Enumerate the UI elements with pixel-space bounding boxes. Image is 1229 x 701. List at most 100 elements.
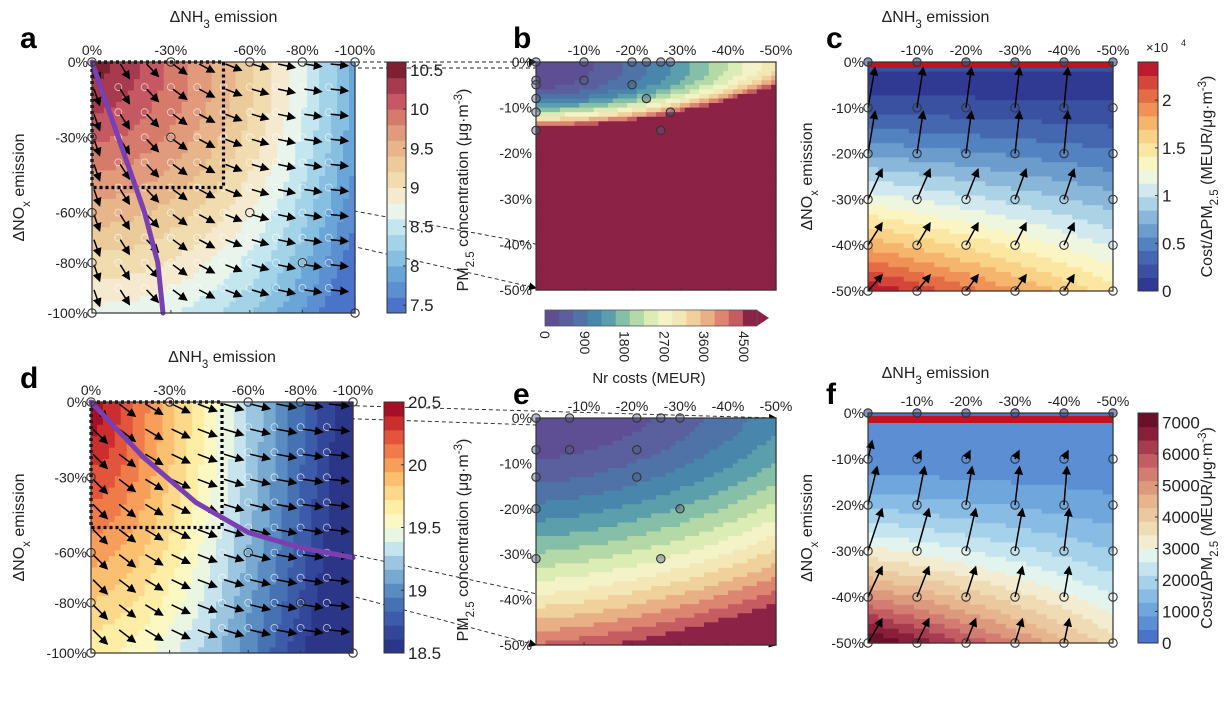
contour-cell (217, 295, 225, 303)
contour-cell (756, 285, 763, 291)
contour-cell (584, 226, 590, 232)
contour-cell (536, 180, 542, 186)
contour-cell (684, 80, 691, 86)
contour-cell (636, 271, 643, 277)
contour-cell (608, 203, 614, 209)
contour-cell (684, 144, 691, 150)
contour-cell (550, 258, 556, 264)
contour-cell (540, 80, 547, 86)
contour-cell (660, 212, 667, 218)
contour-cell (883, 252, 890, 259)
contour-cell (888, 205, 895, 211)
contour-cell (651, 171, 657, 177)
contour-cell (283, 101, 290, 109)
contour-cell (247, 176, 254, 183)
contour-cell (593, 176, 599, 182)
contour-cell (593, 66, 599, 72)
quiver-arrow (330, 236, 350, 246)
marked-point (579, 57, 589, 67)
contour-cell (349, 221, 356, 229)
contour-cell (878, 233, 884, 240)
contour-cell (564, 253, 571, 259)
contour-cell (295, 101, 302, 109)
contour-cell (569, 258, 575, 264)
contour-cell (761, 253, 767, 259)
contour-cell (718, 162, 724, 168)
contour-cell (325, 107, 332, 114)
contour-cell (651, 66, 657, 72)
contour-cell (742, 80, 748, 86)
contour-cell (109, 90, 117, 97)
contour-cell (704, 98, 710, 104)
contour-cell (598, 144, 604, 150)
quiver-arrow (92, 289, 102, 308)
contour-cell (632, 162, 638, 168)
contour-cell (742, 267, 748, 273)
contour-cell (564, 189, 571, 195)
contour-cell (675, 226, 681, 232)
contour-cell (217, 278, 225, 286)
contour-cell (878, 200, 884, 206)
contour-cell (689, 148, 695, 154)
contour-cell (325, 136, 332, 143)
contour-cell (241, 261, 249, 268)
contour-cell (680, 84, 686, 90)
contour-cell (550, 239, 556, 245)
contour-cell (139, 261, 147, 268)
contour-cell (873, 267, 879, 273)
contour-cell (550, 103, 556, 109)
grid-point (298, 183, 307, 192)
x-tick-label: 0% (82, 42, 102, 58)
contour-cell (588, 226, 595, 232)
contour-cell (689, 162, 695, 168)
contour-cell (584, 285, 590, 291)
contour-cell (97, 107, 105, 114)
contour-cell (742, 62, 748, 68)
contour-cell (253, 210, 260, 217)
contour-cell (588, 134, 595, 141)
contour-cell (121, 261, 129, 268)
contour-cell (121, 130, 129, 137)
contour-cell (670, 276, 676, 282)
panel-a: 0% -30% -60% -80% -100%0%-30%-60%-80%-100%ΔN… (11, 9, 443, 321)
contour-cell (145, 136, 153, 143)
contour-cell (343, 141, 350, 149)
contour-cell (133, 210, 141, 217)
contour-cell (307, 295, 314, 303)
contour-cell (704, 207, 710, 214)
contour-cell (603, 139, 609, 145)
contour-cell (694, 162, 700, 168)
contour-cell (555, 103, 561, 109)
contour-cell (574, 89, 580, 95)
contour-cell (211, 170, 219, 177)
contour-cell (728, 80, 734, 86)
contour-cell (636, 267, 643, 273)
contour-cell (675, 130, 681, 136)
contour-cell (704, 239, 710, 245)
grid-point (193, 258, 202, 267)
contour-cell (694, 239, 700, 245)
contour-cell (723, 89, 729, 95)
contour-cell (737, 253, 743, 259)
contour-cell (651, 162, 657, 168)
contour-cell (636, 116, 643, 122)
contour-cell (670, 258, 676, 264)
contour-cell (728, 134, 734, 141)
contour-cell (229, 79, 237, 86)
contour-cell (540, 207, 547, 214)
contour-cell (579, 189, 585, 195)
contour-cell (115, 290, 123, 297)
contour-cell (651, 93, 657, 100)
contour-cell (694, 207, 700, 214)
contour-cell (223, 176, 231, 183)
contour-cell (622, 217, 628, 223)
contour-cell (708, 262, 715, 268)
contour-cell (277, 238, 284, 246)
colorbar-segment (387, 93, 406, 110)
contour-cell (145, 198, 153, 206)
contour-cell (737, 89, 743, 95)
contour-cell (295, 267, 302, 274)
contour-cell (169, 170, 177, 177)
contour-cell (175, 261, 183, 268)
contour-cell (564, 62, 571, 68)
